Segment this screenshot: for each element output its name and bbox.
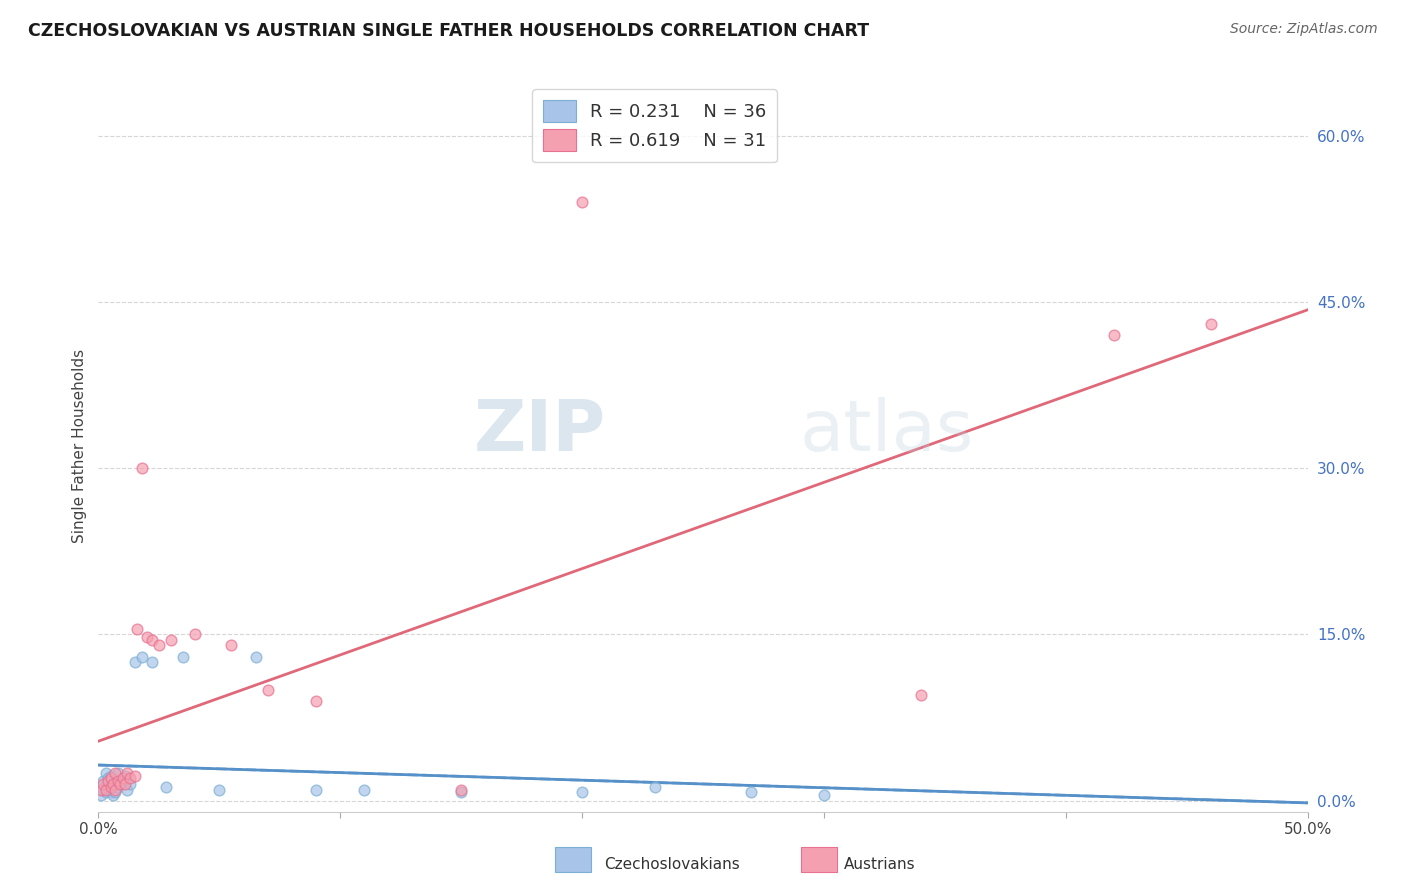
Point bbox=[101, 788, 124, 802]
Point bbox=[100, 780, 122, 795]
Point bbox=[91, 773, 114, 788]
Legend: R = 0.231    N = 36, R = 0.619    N = 31: R = 0.231 N = 36, R = 0.619 N = 31 bbox=[533, 89, 778, 162]
Point bbox=[450, 785, 472, 799]
Point bbox=[148, 639, 170, 653]
Text: CZECHOSLOVAKIAN VS AUSTRIAN SINGLE FATHER HOUSEHOLDS CORRELATION CHART: CZECHOSLOVAKIAN VS AUSTRIAN SINGLE FATHE… bbox=[28, 22, 869, 40]
Point bbox=[450, 782, 472, 797]
Point bbox=[107, 766, 129, 780]
Point bbox=[117, 766, 139, 780]
Point bbox=[114, 777, 136, 791]
Point bbox=[155, 780, 177, 795]
Point bbox=[118, 777, 141, 791]
Point bbox=[124, 769, 146, 783]
Point bbox=[91, 782, 114, 797]
Point bbox=[184, 627, 207, 641]
Point bbox=[94, 777, 117, 791]
Point bbox=[100, 769, 122, 783]
Point bbox=[245, 649, 267, 664]
Point bbox=[108, 777, 131, 791]
Point bbox=[111, 772, 134, 786]
Point bbox=[256, 682, 278, 697]
Text: Austrians: Austrians bbox=[844, 857, 915, 872]
Point bbox=[160, 632, 183, 647]
Point bbox=[141, 655, 163, 669]
Point bbox=[90, 782, 112, 797]
Point bbox=[107, 780, 129, 795]
Point bbox=[111, 773, 134, 788]
Point bbox=[117, 782, 139, 797]
Point bbox=[172, 649, 194, 664]
Point bbox=[131, 649, 153, 664]
Point bbox=[90, 788, 112, 802]
Point bbox=[91, 777, 114, 791]
Point bbox=[127, 622, 149, 636]
Point bbox=[101, 782, 124, 797]
Point bbox=[104, 782, 127, 797]
Point bbox=[571, 785, 593, 799]
Point bbox=[813, 788, 835, 802]
Text: atlas: atlas bbox=[800, 397, 974, 466]
Point bbox=[104, 766, 127, 780]
Point bbox=[97, 780, 120, 795]
Point bbox=[305, 782, 328, 797]
Point bbox=[94, 766, 117, 780]
Point bbox=[100, 777, 122, 791]
Point bbox=[118, 772, 141, 786]
Point bbox=[208, 782, 231, 797]
Y-axis label: Single Father Households: Single Father Households bbox=[72, 349, 87, 543]
Point bbox=[910, 689, 932, 703]
Point bbox=[94, 785, 117, 799]
Point bbox=[1199, 317, 1222, 331]
Point bbox=[135, 630, 157, 644]
Point bbox=[104, 785, 127, 799]
Point bbox=[100, 785, 122, 799]
Point bbox=[1102, 328, 1125, 343]
Point bbox=[107, 773, 129, 788]
Point bbox=[305, 694, 328, 708]
Point bbox=[97, 772, 120, 786]
Point bbox=[124, 655, 146, 669]
Point bbox=[104, 773, 127, 788]
Text: ZIP: ZIP bbox=[474, 397, 606, 466]
Point bbox=[108, 777, 131, 791]
Point bbox=[131, 461, 153, 475]
Point bbox=[100, 772, 122, 786]
Point bbox=[740, 785, 762, 799]
Point bbox=[97, 773, 120, 788]
Point bbox=[644, 780, 666, 795]
Point bbox=[221, 639, 243, 653]
Point bbox=[114, 769, 136, 783]
Point bbox=[353, 782, 375, 797]
Point bbox=[94, 782, 117, 797]
Text: Czechoslovakians: Czechoslovakians bbox=[605, 857, 741, 872]
Point bbox=[571, 195, 593, 210]
Text: Source: ZipAtlas.com: Source: ZipAtlas.com bbox=[1230, 22, 1378, 37]
Point bbox=[101, 777, 124, 791]
Point bbox=[141, 632, 163, 647]
